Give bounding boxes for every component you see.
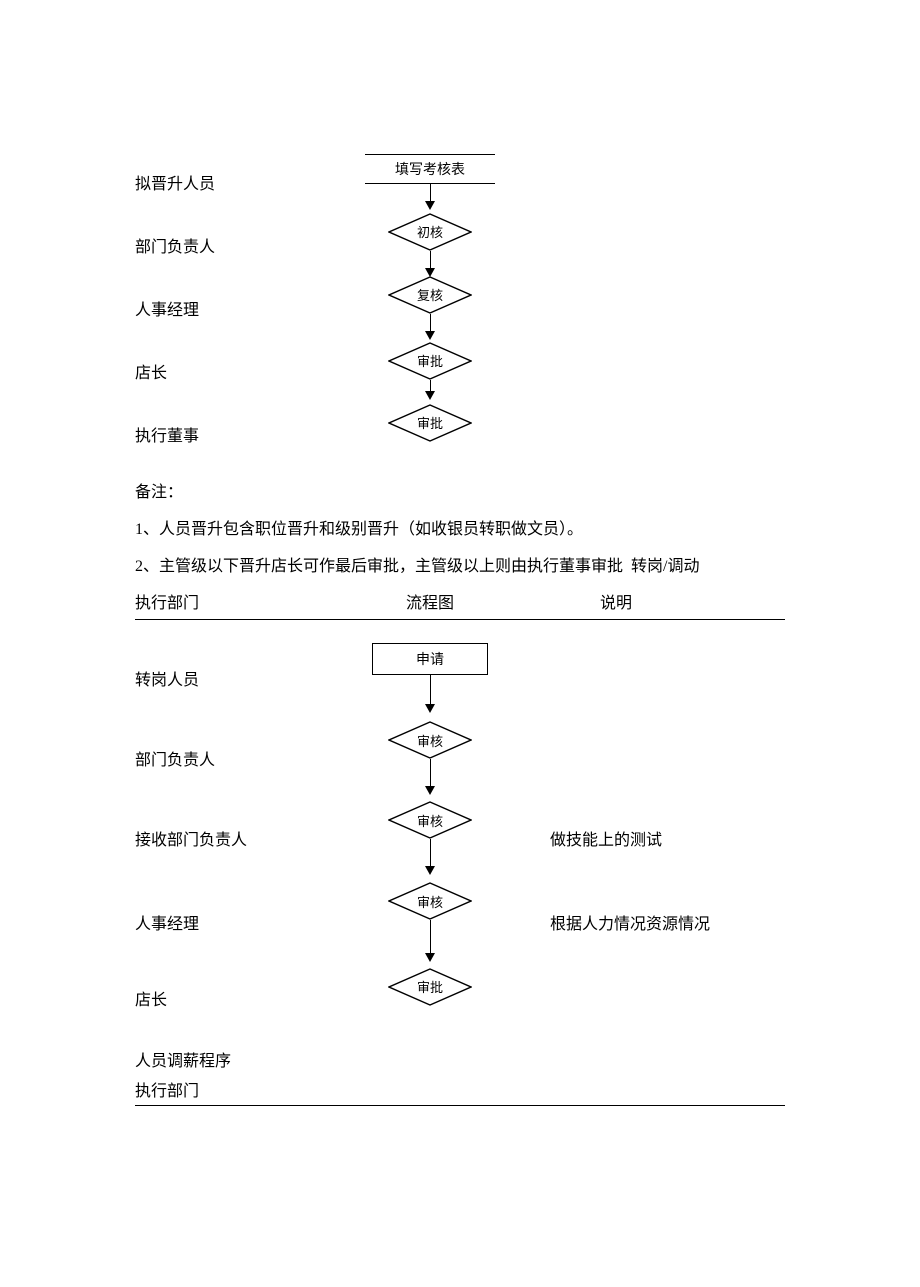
flow-node-cell: 审核 xyxy=(350,721,510,795)
flow-node-cell: 审批 xyxy=(350,342,510,400)
decision-node: 审核 xyxy=(388,801,472,839)
start-node: 填写考核表 xyxy=(365,154,495,184)
start-node: 申请 xyxy=(372,643,488,675)
flowchart2-header: 执行部门 流程图 说明 xyxy=(135,585,785,619)
role-label: 执行董事 xyxy=(135,422,350,446)
role-label: 人事经理 xyxy=(135,296,350,320)
flow-node-cell: 审核 xyxy=(350,882,510,962)
decision-node: 审核 xyxy=(388,721,472,759)
role-label: 转岗人员 xyxy=(135,666,350,690)
flowchart-transfer: 转岗人员 申请 部门负责人 审核 xyxy=(135,638,785,1029)
flowchart-promotion: 拟晋升人员 填写考核表 部门负责人 初核 xyxy=(135,150,785,465)
arrow-down-icon xyxy=(425,759,435,795)
row-desc: 根据人力情况资源情况 xyxy=(510,910,785,934)
arrow-down-icon xyxy=(425,839,435,875)
col-header-flow: 流程图 xyxy=(350,589,510,613)
row-desc: 做技能上的测试 xyxy=(510,826,785,850)
flow-row: 接收部门负责人 审核 做技能上的测试 xyxy=(135,798,785,878)
flow-row: 店长 审批 xyxy=(135,966,785,1029)
notes-block: 备注： 1、人员晋升包含职位晋升和级别晋升（如收银员转职做文员）。 2、主管级以… xyxy=(135,475,785,585)
flow-node-cell: 审批 xyxy=(350,426,510,442)
decision-node: 审核 xyxy=(388,882,472,920)
section-title-salary: 人员调薪程序 xyxy=(135,1047,785,1071)
arrow-down-icon xyxy=(425,380,435,400)
arrow-down-icon xyxy=(425,251,435,277)
arrow-down-icon xyxy=(425,184,435,210)
flow-row: 人事经理 审核 根据人力情况资源情况 xyxy=(135,878,785,966)
arrow-down-icon xyxy=(425,675,435,713)
flow-row: 转岗人员 申请 xyxy=(135,638,785,718)
col-header-dept: 执行部门 xyxy=(135,589,350,613)
role-label: 人事经理 xyxy=(135,910,350,934)
role-label: 店长 xyxy=(135,359,350,383)
role-label: 拟晋升人员 xyxy=(135,170,350,194)
flow-node-cell: 审核 xyxy=(350,801,510,875)
flow-row: 人事经理 复核 xyxy=(135,276,785,339)
decision-node: 初核 xyxy=(388,213,472,251)
arrow-down-icon xyxy=(425,920,435,962)
role-label: 部门负责人 xyxy=(135,746,350,770)
flow-node-cell: 复核 xyxy=(350,276,510,340)
flow-node-cell: 填写考核表 xyxy=(350,154,510,210)
decision-node: 审批 xyxy=(388,342,472,380)
notes-heading: 备注： xyxy=(135,475,785,512)
document-page: 拟晋升人员 填写考核表 部门负责人 初核 xyxy=(0,0,920,1166)
dept-label: 执行部门 xyxy=(135,1077,785,1105)
col-header-desc: 说明 xyxy=(510,589,785,613)
role-label: 接收部门负责人 xyxy=(135,826,350,850)
flow-row: 执行董事 审批 xyxy=(135,402,785,465)
notes-line: 1、人员晋升包含职位晋升和级别晋升（如收银员转职做文员）。 xyxy=(135,512,785,549)
role-label: 店长 xyxy=(135,986,350,1010)
flow-row: 店长 审批 xyxy=(135,339,785,402)
decision-node: 审批 xyxy=(388,968,472,1006)
divider xyxy=(135,1105,785,1106)
role-label: 部门负责人 xyxy=(135,233,350,257)
arrow-down-icon xyxy=(425,314,435,340)
flow-row: 部门负责人 初核 xyxy=(135,213,785,276)
flow-node-cell: 申请 xyxy=(350,643,510,713)
notes-line: 2、主管级以下晋升店长可作最后审批，主管级以上则由执行董事审批 转岗/调动 xyxy=(135,549,785,586)
flow-node-cell: 审批 xyxy=(350,990,510,1006)
flow-row: 部门负责人 审核 xyxy=(135,718,785,798)
flow-node-cell: 初核 xyxy=(350,213,510,277)
decision-node: 审批 xyxy=(388,404,472,442)
flow-row: 拟晋升人员 填写考核表 xyxy=(135,150,785,213)
decision-node: 复核 xyxy=(388,276,472,314)
